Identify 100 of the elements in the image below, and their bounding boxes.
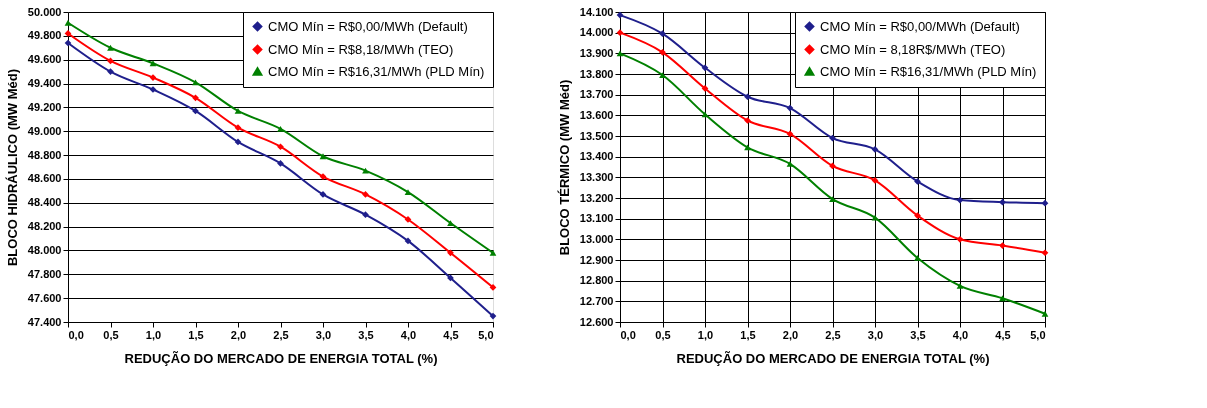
point [107, 44, 114, 51]
y-tick-label: 13.800 [579, 67, 614, 80]
y-tick-label: 13.000 [579, 232, 614, 245]
legend-label: CMO Mín = 8,18R$/MWh (TEO) [820, 41, 1006, 57]
y-tick-label: 13.900 [579, 46, 614, 59]
point [362, 191, 369, 198]
y-tick-label: 14.000 [579, 26, 614, 39]
point [362, 211, 369, 219]
y-tick-label: 47.400 [27, 315, 62, 328]
point [701, 111, 709, 118]
point [956, 196, 964, 204]
point [319, 153, 327, 160]
y-tick-label: 48.400 [27, 196, 62, 209]
point [64, 19, 72, 26]
y-tick-label: 14.100 [579, 5, 614, 18]
point [1041, 310, 1049, 317]
x-tick-label: 3,0 [315, 328, 332, 341]
legend-label: CMO Mín = R$8,18/MWh (TEO) [268, 41, 454, 57]
x-axis-title: REDUÇÃO DO MERCADO DE ENERGIA TOTAL (%) [124, 350, 438, 366]
x-tick-label: 1,0 [145, 328, 162, 341]
point [1041, 199, 1049, 207]
x-tick-label: 4,0 [400, 328, 417, 341]
x-tick-label: 2,0 [782, 328, 799, 341]
point [107, 68, 114, 75]
y-tick-label: 13.100 [579, 212, 614, 225]
x-tick-label: 2,5 [273, 328, 289, 341]
y-tick-label: 50.000 [27, 5, 62, 18]
y-tick-label: 12.700 [579, 294, 614, 307]
y-tick-label: 13.300 [579, 170, 614, 183]
x-tick-label: 1,5 [740, 328, 756, 341]
point [277, 143, 284, 151]
point [404, 189, 412, 195]
point [999, 242, 1006, 249]
y-tick-label: 13.700 [579, 88, 614, 101]
point [786, 160, 794, 167]
point [744, 93, 751, 101]
point [277, 125, 284, 132]
y-axis-title: BLOCO TÉRMICO (MW Méd) [556, 79, 572, 256]
y-tick-label: 49.800 [27, 29, 62, 42]
x-tick-label: 1,0 [697, 328, 714, 341]
point [659, 48, 666, 56]
x-tick-label: 0,0 [68, 328, 84, 341]
x-tick-label: 0,5 [103, 328, 119, 341]
legend-label: CMO Mín = R$0,00/MWh (Default) [268, 18, 468, 34]
x-tick-label: 4,0 [952, 328, 969, 341]
x-tick-label: 4,5 [443, 328, 459, 341]
x-tick-label: 2,0 [230, 328, 247, 341]
point [999, 295, 1006, 302]
x-tick-label: 5,0 [478, 328, 494, 341]
point [277, 160, 284, 167]
y-tick-label: 12.600 [579, 315, 614, 328]
y-tick-label: 49.000 [27, 124, 62, 137]
point [914, 212, 921, 219]
x-tick-label: 3,5 [358, 328, 374, 341]
point [489, 312, 497, 320]
y-tick-label: 47.800 [27, 267, 62, 280]
y-axis-title: BLOCO HIDRÁULICO (MW Méd) [4, 68, 20, 267]
y-tick-label: 49.200 [27, 100, 62, 113]
y-tick-label: 47.600 [27, 291, 62, 304]
y-tick-label: 49.400 [27, 77, 62, 90]
point [1041, 249, 1049, 257]
point [234, 108, 242, 114]
y-tick-label: 49.600 [27, 53, 62, 66]
y-tick-label: 48.600 [27, 172, 62, 185]
x-tick-label: 4,5 [995, 328, 1011, 341]
point [659, 72, 666, 78]
legend-label: CMO Mín = R$0,00/MWh (Default) [820, 18, 1020, 34]
point [956, 235, 964, 243]
point [786, 104, 794, 112]
y-tick-label: 13.200 [579, 191, 614, 204]
y-tick-label: 13.500 [579, 129, 614, 142]
y-tick-label: 13.600 [579, 108, 614, 121]
point [956, 282, 964, 289]
x-tick-label: 0,0 [620, 328, 636, 341]
x-tick-label: 1,5 [188, 328, 204, 341]
y-tick-label: 48.200 [27, 220, 62, 233]
point [829, 196, 836, 202]
x-axis-title: REDUÇÃO DO MERCADO DE ENERGIA TOTAL (%) [676, 350, 990, 366]
point [149, 60, 157, 67]
y-tick-label: 48.000 [27, 243, 62, 256]
point [659, 30, 666, 38]
point [744, 144, 751, 151]
point [701, 64, 709, 72]
y-tick-label: 12.900 [579, 253, 614, 266]
point [234, 138, 242, 146]
point [489, 249, 497, 256]
point [192, 94, 199, 102]
y-tick-label: 48.800 [27, 148, 62, 161]
x-tick-label: 2,5 [825, 328, 841, 341]
point [447, 249, 454, 257]
point [744, 117, 751, 124]
point [914, 178, 921, 185]
x-tick-label: 3,0 [867, 328, 884, 341]
point [786, 130, 794, 138]
point [404, 237, 412, 245]
y-tick-label: 13.400 [579, 150, 614, 163]
x-tick-label: 5,0 [1030, 328, 1046, 341]
point [447, 220, 454, 226]
point [192, 79, 199, 86]
legend-label: CMO Mín = R$16,31/MWh (PLD Mín) [820, 63, 1037, 79]
